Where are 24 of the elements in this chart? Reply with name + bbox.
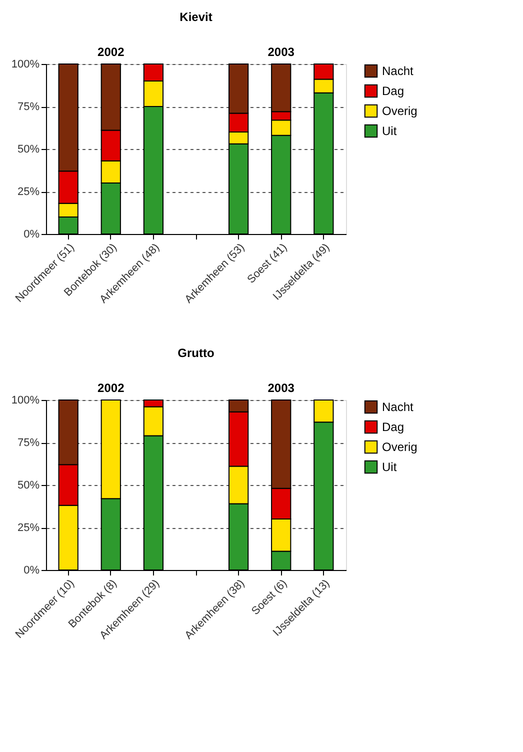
y-tick-label: 50% xyxy=(17,144,40,156)
chart-title: Grutto xyxy=(178,346,214,360)
legend-label: Uit xyxy=(382,124,398,138)
y-tick-label: 0% xyxy=(24,228,40,240)
text: 2002 xyxy=(98,45,125,59)
legend-label: Dag xyxy=(382,84,404,98)
legend-label: Dag xyxy=(382,420,404,434)
legend-label: Nacht xyxy=(382,64,414,78)
text: 2003 xyxy=(268,381,295,395)
legend-label: Overig xyxy=(382,440,418,454)
y-tick-label: 25% xyxy=(17,186,40,198)
y-tick-label: 75% xyxy=(17,101,40,113)
legend-label: Uit xyxy=(382,460,398,474)
chart-title: Kievit xyxy=(180,10,212,24)
legend-label: Overig xyxy=(382,104,418,118)
y-tick-label: 100% xyxy=(11,58,40,70)
legend-label: Nacht xyxy=(382,400,414,414)
y-tick-label: 50% xyxy=(17,480,40,492)
y-tick-label: 0% xyxy=(24,564,40,576)
y-tick-label: 25% xyxy=(17,522,40,534)
text: 2002 xyxy=(98,381,125,395)
text: 2003 xyxy=(268,45,295,59)
y-tick-label: 75% xyxy=(17,437,40,449)
y-tick-label: 100% xyxy=(11,394,40,406)
